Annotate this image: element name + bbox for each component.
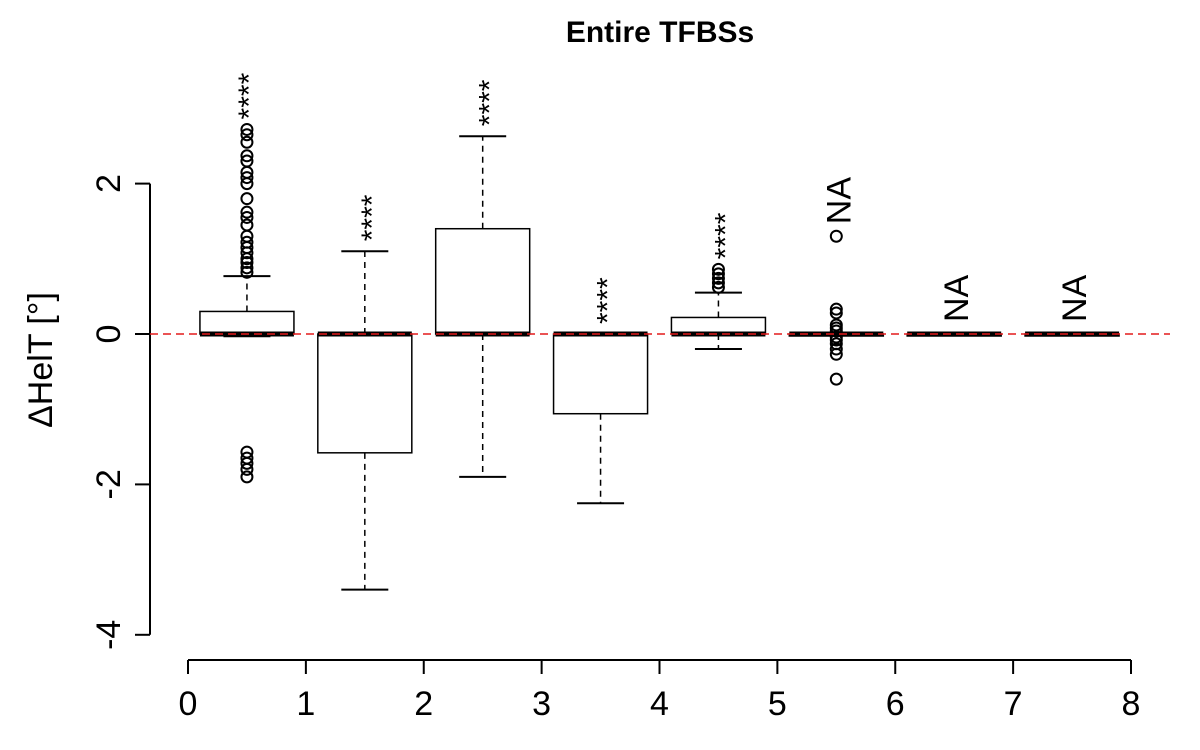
significance-label: **** <box>592 277 625 324</box>
significance-annotations: **** **** **** **** **** NA NA NA <box>233 72 1094 324</box>
box-group <box>434 135 531 478</box>
outlier-point <box>240 256 254 270</box>
x-tick-label: 3 <box>532 685 551 723</box>
x-tick-label: 1 <box>296 685 315 723</box>
box-group <box>199 122 295 484</box>
outlier-point <box>240 265 254 279</box>
x-tick-label: 4 <box>650 685 669 723</box>
outlier-point <box>829 324 843 338</box>
significance-label: NA <box>1056 274 1094 322</box>
outlier-point <box>829 302 843 316</box>
outlier-point <box>829 372 843 386</box>
outlier-point <box>240 171 254 185</box>
outlier-point <box>711 262 725 276</box>
x-tick-label: 6 <box>886 685 905 723</box>
outlier-point <box>240 470 254 484</box>
outlier-point <box>829 342 843 356</box>
outlier-point <box>240 192 254 206</box>
outlier-point <box>240 122 254 136</box>
x-tick-label: 5 <box>768 685 787 723</box>
outlier-point <box>240 456 254 470</box>
outlier-point <box>240 261 254 275</box>
outlier-point <box>240 135 254 149</box>
significance-label: NA <box>938 274 976 322</box>
outlier-point <box>829 333 843 347</box>
y-tick-label: -2 <box>90 469 128 499</box>
outlier-point <box>240 128 254 142</box>
box <box>434 227 531 335</box>
significance-label: **** <box>474 79 507 126</box>
box-group <box>317 250 413 591</box>
x-tick-label: 0 <box>179 685 198 723</box>
x-tick-label: 2 <box>414 685 433 723</box>
outlier-point <box>829 229 843 243</box>
outlier-point <box>711 271 725 285</box>
outlier-point <box>829 306 843 320</box>
significance-label: NA <box>820 177 858 225</box>
box-group <box>552 331 649 505</box>
box-series <box>199 122 1120 591</box>
y-axis: -4 -2 0 2 <box>90 174 151 650</box>
box <box>552 333 649 415</box>
outlier-point <box>711 276 725 290</box>
x-tick-label: 7 <box>1004 685 1023 723</box>
outlier-point <box>240 205 254 219</box>
x-axis: 0 1 2 3 4 5 6 7 8 <box>179 659 1141 723</box>
outlier-point <box>240 210 254 224</box>
outlier-point <box>240 218 254 232</box>
outlier-point <box>711 267 725 281</box>
outlier-point <box>240 462 254 476</box>
box <box>317 333 413 454</box>
significance-label: **** <box>356 194 389 241</box>
outlier-point <box>240 154 254 168</box>
outlier-point <box>829 347 843 361</box>
chart-title: Entire TFBSs <box>566 16 754 49</box>
box <box>199 310 295 335</box>
y-tick-label: -4 <box>90 620 128 650</box>
y-tick-label: 0 <box>90 325 128 344</box>
y-axis-title: ΔHelT [°] <box>22 292 60 428</box>
outlier-point <box>711 280 725 294</box>
outlier-point <box>240 235 254 249</box>
significance-label: **** <box>709 212 742 259</box>
box-group <box>788 229 885 386</box>
box-group <box>670 262 767 351</box>
significance-label: **** <box>233 72 266 119</box>
y-tick-label: 2 <box>90 174 128 193</box>
x-tick-label: 8 <box>1122 685 1141 723</box>
outlier-point <box>240 149 254 163</box>
